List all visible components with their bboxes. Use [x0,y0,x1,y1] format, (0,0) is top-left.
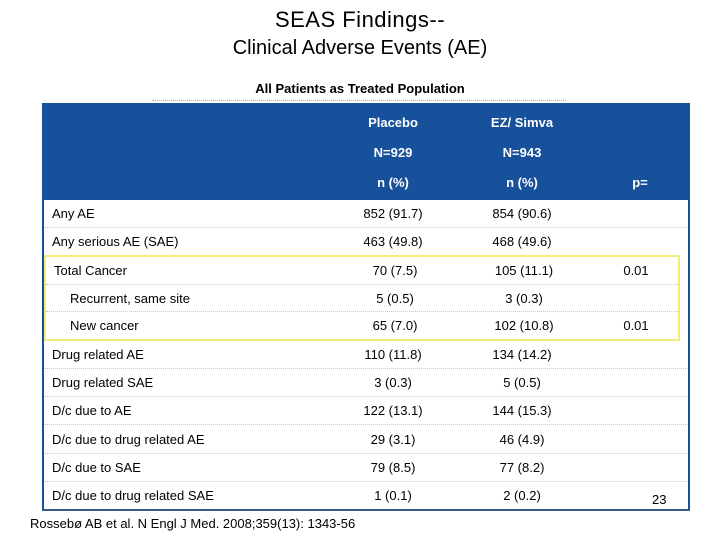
ez-simva-value: 77 (8.2) [499,459,545,475]
ez-simva-value: 468 (49.6) [492,234,552,250]
table-row: Total Cancer 70 (7.5) 105 (11.1) 0.01 [46,257,678,284]
table-body: Any AE 852 (91.7) 854 (90.6) Any serious… [44,200,688,509]
table-row: Recurrent, same site 5 (0.5) 3 (0.3) [46,283,678,312]
table-caption: All Patients as Treated Population [255,81,465,96]
row-label: Recurrent, same site [70,290,190,306]
placebo-value: 122 (13.1) [363,403,423,419]
row-label: D/c due to AE [52,403,132,419]
citation: Rossebø AB et al. N Engl J Med. 2008;359… [30,516,356,531]
header-row-n: N=929 N=943 [44,138,688,168]
p-value: 0.01 [623,263,649,279]
row-label: Drug related SAE [52,375,154,391]
ez-simva-value: 5 (0.5) [503,375,541,391]
placebo-value: 852 (91.7) [363,206,423,222]
placebo-value: 3 (0.3) [374,375,412,391]
ez-simva-value: 144 (15.3) [492,403,552,419]
placebo-value: 5 (0.5) [376,290,414,306]
table-row: Any serious AE (SAE) 463 (49.8) 468 (49.… [44,227,688,255]
textbox-dotted-border [152,100,566,101]
row-label: Drug related AE [52,347,144,363]
p-value: 0.01 [623,318,649,334]
table-row: Drug related AE 110 (11.8) 134 (14.2) [44,341,688,368]
header-placebo: Placebo [368,115,418,130]
ez-simva-value: 2 (0.2) [503,487,541,503]
cancer-highlight-box: Total Cancer 70 (7.5) 105 (11.1) 0.01 Re… [44,255,680,341]
placebo-value: 29 (3.1) [370,431,416,447]
header-npct-ez-simva: n (%) [506,175,538,190]
placebo-value: 110 (11.8) [364,347,422,363]
slide-title: SEAS Findings-- [274,7,446,32]
header-n-placebo: N=929 [373,145,413,160]
header-n-ez-simva: N=943 [502,145,542,160]
slide-subtitle: Clinical Adverse Events (AE) [232,37,488,59]
placebo-value: 79 (8.5) [370,459,416,475]
row-label: D/c due to SAE [52,459,141,475]
table-row: Drug related SAE 3 (0.3) 5 (0.5) [44,368,688,396]
ez-simva-value: 46 (4.9) [499,431,545,447]
page-number: 23 [652,492,667,507]
placebo-value: 463 (49.8) [363,234,423,250]
ez-simva-value: 102 (10.8) [494,318,554,334]
ez-simva-value: 134 (14.2) [492,347,552,363]
header-ez-simva: EZ/ Simva [490,115,554,130]
table-row: D/c due to SAE 79 (8.5) 77 (8.2) [44,452,688,481]
row-label: D/c due to drug related SAE [52,487,214,503]
row-label: Total Cancer [54,263,127,279]
header-row-groups: Placebo EZ/ Simva [44,108,688,138]
table-row: D/c due to drug related AE 29 (3.1) 46 (… [44,424,688,452]
table-row: Any AE 852 (91.7) 854 (90.6) [44,200,688,227]
ez-simva-value: 105 (11.1) [494,263,554,279]
row-label: Any AE [52,206,95,222]
table-row: New cancer 65 (7.0) 102 (10.8) 0.01 [46,311,678,339]
table-header: Placebo EZ/ Simva N=929 N=943 n (%) n (%… [44,103,688,200]
adverse-events-table: Placebo EZ/ Simva N=929 N=943 n (%) n (%… [42,103,690,511]
table-row: D/c due to drug related SAE 1 (0.1) 2 (0… [44,480,688,509]
row-label: D/c due to drug related AE [52,431,205,447]
table-row: D/c due to AE 122 (13.1) 144 (15.3) [44,396,688,424]
header-row-units: n (%) n (%) p= [44,168,688,198]
ez-simva-value: 854 (90.6) [492,206,552,222]
ez-simva-value: 3 (0.3) [505,290,543,306]
header-p-value: p= [632,175,648,190]
row-label: Any serious AE (SAE) [52,234,179,250]
placebo-value: 65 (7.0) [372,318,418,334]
placebo-value: 70 (7.5) [372,263,418,279]
header-npct-placebo: n (%) [377,175,409,190]
row-label: New cancer [70,318,139,334]
placebo-value: 1 (0.1) [374,487,412,503]
